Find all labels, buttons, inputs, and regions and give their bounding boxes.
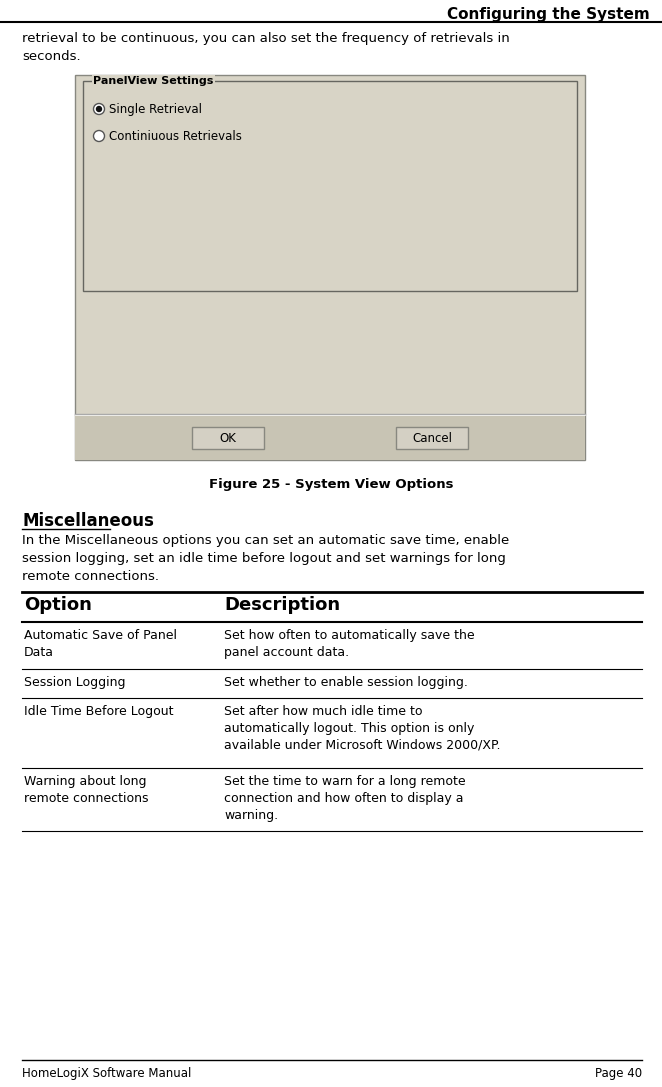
Text: retrieval to be continuous, you can also set the frequency of retrievals in
seco: retrieval to be continuous, you can also…	[22, 32, 510, 63]
Text: Set after how much idle time to
automatically logout. This option is only
availa: Set after how much idle time to automati…	[224, 705, 500, 752]
Text: Continiuous Retrievals: Continiuous Retrievals	[109, 129, 242, 142]
Bar	[75, 75, 585, 460]
Circle shape	[93, 103, 105, 114]
Bar	[396, 427, 468, 449]
Text: HomeLogiX Software Manual: HomeLogiX Software Manual	[22, 1067, 191, 1080]
Bar	[83, 82, 577, 291]
Text: Page 40: Page 40	[595, 1067, 642, 1080]
Text: Single Retrieval: Single Retrieval	[109, 102, 202, 115]
Text: OK: OK	[220, 432, 236, 445]
Text: Set whether to enable session logging.: Set whether to enable session logging.	[224, 676, 468, 689]
Text: Warning about long
remote connections: Warning about long remote connections	[24, 775, 148, 805]
Text: Cancel: Cancel	[412, 432, 452, 445]
Text: Session Logging: Session Logging	[24, 676, 126, 689]
Bar	[75, 414, 585, 460]
Text: In the Miscellaneous options you can set an automatic save time, enable
session : In the Miscellaneous options you can set…	[22, 534, 509, 583]
Circle shape	[97, 107, 101, 112]
Text: Set the time to warn for a long remote
connection and how often to display a
war: Set the time to warn for a long remote c…	[224, 775, 465, 822]
Text: Idle Time Before Logout: Idle Time Before Logout	[24, 705, 173, 719]
Text: Set how often to automatically save the
panel account data.: Set how often to automatically save the …	[224, 629, 475, 659]
Bar	[192, 427, 264, 449]
Text: Figure 25 - System View Options: Figure 25 - System View Options	[209, 478, 453, 491]
Text: Miscellaneous: Miscellaneous	[22, 512, 154, 530]
Text: Configuring the System: Configuring the System	[448, 7, 650, 22]
Circle shape	[93, 130, 105, 141]
Text: Description: Description	[224, 596, 340, 614]
Text: Option: Option	[24, 596, 92, 614]
Text: PanelView Settings: PanelView Settings	[93, 76, 213, 86]
Text: Automatic Save of Panel
Data: Automatic Save of Panel Data	[24, 629, 177, 659]
